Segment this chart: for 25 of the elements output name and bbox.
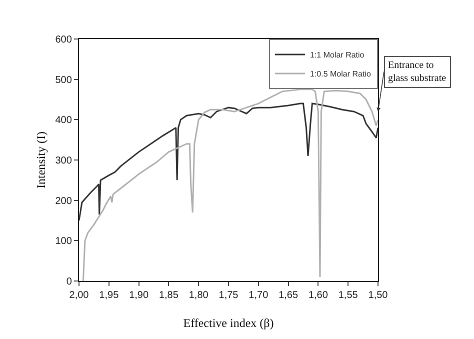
legend-label: 1:1 Molar Ratio <box>310 50 365 60</box>
legend-label: 1:0.5 Molar Ratio <box>310 70 372 79</box>
line-series <box>79 102 378 222</box>
x-tick-label: 1,85 <box>158 290 179 302</box>
x-tick-label: 1,55 <box>338 290 358 302</box>
annotation: Entrance to glass substrate <box>388 60 447 84</box>
y-tick-label: 600 <box>55 34 72 46</box>
x-tick-label: 1,60 <box>308 290 328 302</box>
y-tick-label: 400 <box>55 115 72 126</box>
x-tick-label: 1,75 <box>218 290 239 302</box>
x-tick-label: 1,80 <box>188 290 209 302</box>
y-tick-label: 0 <box>66 276 72 288</box>
y-tick-label: 500 <box>55 74 72 86</box>
x-tick-label: 2,00 <box>69 290 90 302</box>
x-tick-label: 1,90 <box>129 290 149 302</box>
x-tick-label: 1,95 <box>99 290 120 302</box>
y-tick-label: 200 <box>55 196 72 207</box>
x-axis-title: Effective index (β) <box>183 316 274 330</box>
x-tick-label: 1,50 <box>368 290 388 302</box>
line-series <box>82 88 378 281</box>
y-axis-title: Intensity (I) <box>34 132 48 188</box>
x-tick-label: 1,70 <box>248 290 269 302</box>
y-tick-label: 300 <box>55 156 72 166</box>
x-tick-label: 1,65 <box>278 290 298 302</box>
y-tick-label: 100 <box>55 236 72 248</box>
